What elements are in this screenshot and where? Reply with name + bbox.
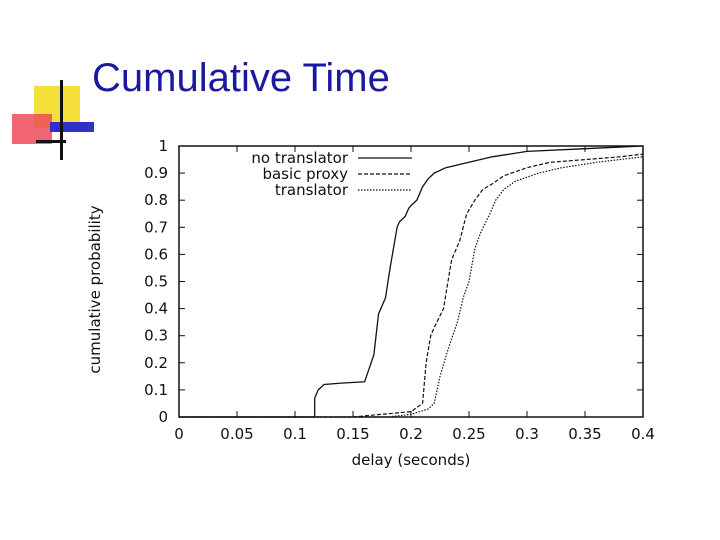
y-tick-label: 0.6 <box>144 245 168 263</box>
x-tick-label: 0.15 <box>336 425 369 443</box>
x-tick-label: 0.1 <box>283 425 307 443</box>
y-tick-label: 0.3 <box>144 327 168 345</box>
x-tick-label: 0.2 <box>399 425 423 443</box>
slide-decoration <box>10 78 102 164</box>
x-tick-label: 0.3 <box>515 425 539 443</box>
deco-horizontal-line <box>36 140 66 143</box>
y-tick-label: 0.9 <box>144 164 168 182</box>
y-tick-label: 0.8 <box>144 191 168 209</box>
x-tick-label: 0.35 <box>568 425 601 443</box>
series-no-translator <box>179 145 644 418</box>
y-tick-label: 0.4 <box>144 300 168 318</box>
deco-vertical-line <box>60 80 63 160</box>
y-tick-label: 0.5 <box>144 273 168 291</box>
y-tick-label: 1 <box>158 137 168 155</box>
series-translator <box>179 156 644 418</box>
decoration-shapes <box>12 80 94 160</box>
y-tick-label: 0 <box>158 408 168 426</box>
deco-red-square <box>12 114 52 144</box>
legend-no-translator-label: no translator <box>251 149 348 167</box>
chart-axes: 0 0.05 0.1 0.15 0.2 0.25 0.3 0.35 0.4 0 0.1 0.2 0.3 0… <box>144 137 655 443</box>
x-tick-label: 0 <box>174 425 184 443</box>
plot-frame <box>178 145 644 418</box>
x-tick-label: 0.05 <box>220 425 253 443</box>
chart-series <box>179 145 644 418</box>
slide-title: Cumulative Time <box>92 56 390 100</box>
x-tick-label: 0.25 <box>452 425 485 443</box>
y-tick-label: 0.2 <box>144 354 168 372</box>
series-basic-proxy <box>179 153 644 418</box>
deco-blue-bar <box>50 122 94 132</box>
x-axis-label: delay (seconds) <box>352 451 471 469</box>
y-tick-label: 0.7 <box>144 218 168 236</box>
legend-translator-label: translator <box>275 181 349 199</box>
y-tick-label: 0.1 <box>144 381 168 399</box>
y-axis-label: cumulative probability <box>86 205 104 373</box>
legend-basic-proxy-label: basic proxy <box>262 165 348 183</box>
x-tick-label: 0.4 <box>631 425 655 443</box>
